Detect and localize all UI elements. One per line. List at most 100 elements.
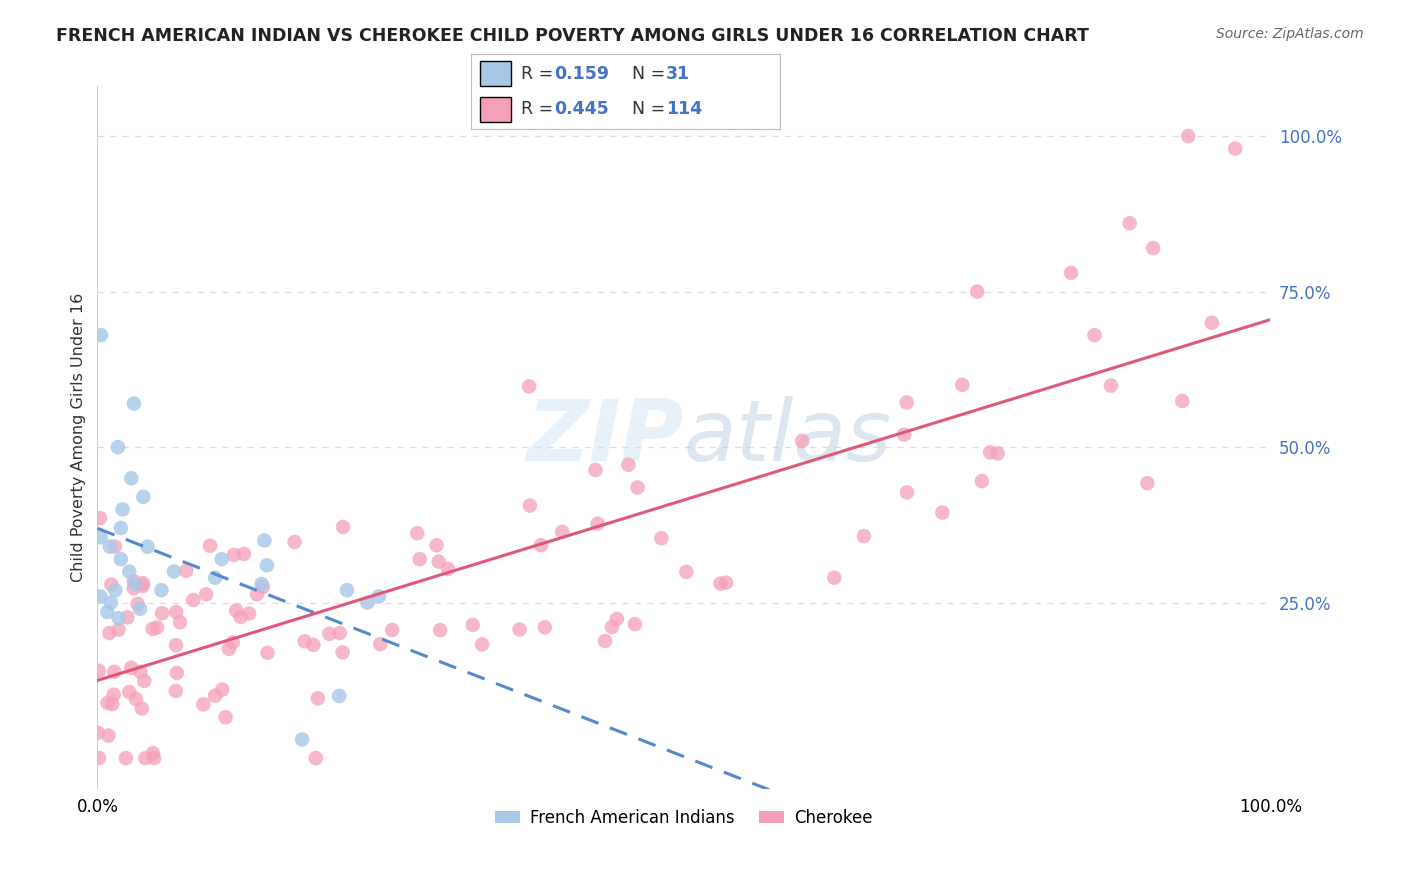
Point <box>104 540 127 554</box>
Point <box>252 580 274 594</box>
Point <box>174 564 197 578</box>
Point <box>852 529 875 543</box>
Point <box>193 698 215 712</box>
Point <box>1136 476 1159 491</box>
Point <box>131 579 153 593</box>
Point <box>408 552 430 566</box>
Point <box>294 634 316 648</box>
Point <box>1118 216 1140 230</box>
Point <box>115 751 138 765</box>
Point <box>970 474 993 488</box>
Point <box>534 620 557 634</box>
Point <box>89 511 111 525</box>
Point <box>169 615 191 630</box>
Point <box>406 526 429 541</box>
Point <box>134 751 156 765</box>
Point <box>256 646 278 660</box>
Point <box>336 583 359 598</box>
Point <box>626 481 648 495</box>
Point <box>1142 241 1164 255</box>
Point <box>586 516 609 531</box>
Point <box>150 606 173 620</box>
Point <box>87 664 110 678</box>
Point <box>256 558 278 573</box>
Point <box>120 471 142 485</box>
Point <box>198 539 221 553</box>
Point <box>142 746 165 760</box>
Point <box>222 635 245 649</box>
Point <box>624 617 647 632</box>
Point <box>987 446 1010 460</box>
Point <box>966 285 988 299</box>
Point <box>381 623 404 637</box>
Point <box>1083 328 1105 343</box>
Point <box>617 458 640 472</box>
Point <box>125 692 148 706</box>
Point <box>124 577 146 591</box>
Point <box>214 710 236 724</box>
Text: ZIP: ZIP <box>526 396 683 479</box>
Point <box>931 506 953 520</box>
Point <box>305 751 328 765</box>
Point <box>100 596 122 610</box>
Point <box>136 540 159 554</box>
Point <box>204 571 226 585</box>
Point <box>1060 266 1083 280</box>
Point <box>709 576 731 591</box>
Point <box>650 531 672 545</box>
Point <box>530 538 553 552</box>
Point <box>97 696 120 710</box>
Text: Source: ZipAtlas.com: Source: ZipAtlas.com <box>1216 27 1364 41</box>
Point <box>111 502 134 516</box>
Point <box>90 328 112 343</box>
Point <box>302 638 325 652</box>
Point <box>238 607 260 621</box>
Point <box>368 590 391 604</box>
Point <box>103 665 125 679</box>
Point <box>606 612 628 626</box>
Point <box>96 605 118 619</box>
Point <box>225 603 247 617</box>
Point <box>426 538 449 552</box>
Point <box>166 665 188 680</box>
Point <box>792 434 814 448</box>
Point <box>519 499 541 513</box>
Point <box>950 377 973 392</box>
Point <box>211 552 233 566</box>
Point <box>427 555 450 569</box>
FancyBboxPatch shape <box>481 62 512 87</box>
Point <box>896 485 918 500</box>
Point <box>100 577 122 591</box>
Point <box>332 520 354 534</box>
Point <box>675 565 697 579</box>
Point <box>517 379 540 393</box>
Point <box>233 547 256 561</box>
Point <box>107 623 129 637</box>
Text: 0.159: 0.159 <box>554 65 610 83</box>
Text: FRENCH AMERICAN INDIAN VS CHEROKEE CHILD POVERTY AMONG GIRLS UNDER 16 CORRELATIO: FRENCH AMERICAN INDIAN VS CHEROKEE CHILD… <box>56 27 1090 45</box>
Point <box>142 622 165 636</box>
Point <box>98 626 121 640</box>
Point <box>893 427 915 442</box>
Legend: French American Indians, Cherokee: French American Indians, Cherokee <box>488 802 880 834</box>
Point <box>1225 142 1247 156</box>
Point <box>107 440 129 454</box>
Point <box>104 583 127 598</box>
Point <box>122 396 145 410</box>
Point <box>250 577 273 591</box>
Text: N =: N = <box>631 100 671 118</box>
Text: R =: R = <box>520 65 558 83</box>
Point <box>329 626 352 640</box>
Point <box>328 689 350 703</box>
Point <box>165 638 187 652</box>
Point <box>318 627 340 641</box>
Text: 114: 114 <box>666 100 702 118</box>
Point <box>107 611 129 625</box>
Point <box>89 590 111 604</box>
Point <box>218 641 240 656</box>
Point <box>122 574 145 589</box>
Y-axis label: Child Poverty Among Girls Under 16: Child Poverty Among Girls Under 16 <box>72 293 86 582</box>
Point <box>132 576 155 591</box>
Point <box>117 610 139 624</box>
Point <box>222 548 245 562</box>
